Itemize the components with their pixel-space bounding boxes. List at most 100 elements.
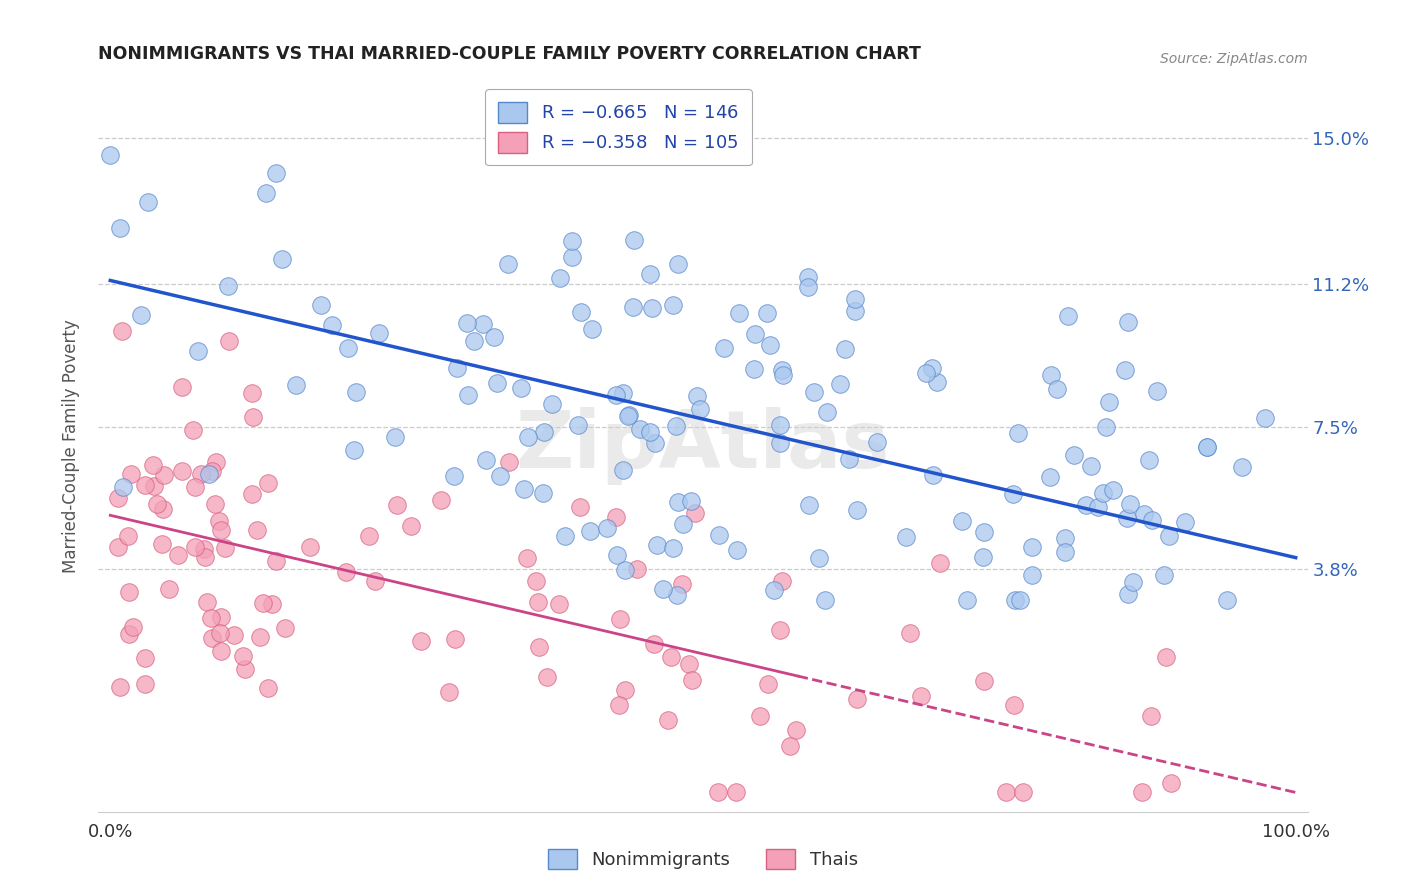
Point (1130, 785, 1153, 799)
Point (456, 317, 478, 331)
Point (815, 405, 838, 419)
Point (457, 388, 479, 402)
Point (254, 186, 277, 200)
Point (772, 362, 794, 376)
Point (838, 451, 860, 466)
Point (541, 396, 564, 410)
Point (744, 326, 766, 341)
Point (260, 597, 283, 611)
Point (1074, 498, 1097, 512)
Point (1146, 384, 1168, 398)
Point (209, 644, 232, 658)
Point (1140, 513, 1163, 527)
Point (111, 324, 134, 338)
Legend: Nonimmigrants, Thais: Nonimmigrants, Thais (538, 839, 868, 879)
Point (533, 425, 555, 440)
Point (973, 524, 995, 539)
Point (524, 574, 547, 588)
Point (554, 529, 576, 543)
Point (638, 425, 661, 440)
Point (122, 620, 145, 634)
Legend: R = $-$0.665   N = 146, R = $-$0.358   N = 105: R = $-$0.665 N = 146, R = $-$0.358 N = 1… (485, 89, 752, 165)
Point (724, 785, 747, 799)
Point (621, 300, 644, 314)
Point (1002, 698, 1025, 712)
Point (785, 723, 807, 737)
Point (643, 637, 665, 651)
Point (264, 554, 287, 568)
Point (742, 362, 765, 376)
Point (756, 306, 779, 320)
Point (713, 341, 735, 355)
Point (609, 612, 631, 626)
Point (198, 467, 221, 481)
Point (814, 593, 837, 607)
Point (1056, 309, 1078, 323)
Point (321, 318, 343, 333)
Point (994, 785, 1017, 799)
Point (195, 595, 218, 609)
Point (973, 673, 995, 688)
Point (157, 582, 180, 596)
Point (1154, 649, 1177, 664)
Point (446, 360, 468, 375)
Point (561, 235, 583, 249)
Point (471, 318, 494, 332)
Point (607, 698, 630, 712)
Point (274, 621, 297, 635)
Point (256, 681, 278, 695)
Point (399, 518, 422, 533)
Point (1137, 452, 1160, 467)
Point (1216, 593, 1239, 607)
Point (1153, 568, 1175, 582)
Point (485, 376, 508, 390)
Point (224, 628, 246, 642)
Y-axis label: Married-Couple Family Poverty: Married-Couple Family Poverty (62, 319, 80, 573)
Point (218, 334, 240, 348)
Point (201, 464, 224, 478)
Point (193, 542, 215, 557)
Point (1160, 776, 1182, 790)
Point (142, 479, 165, 493)
Point (707, 785, 730, 799)
Point (364, 574, 387, 588)
Point (107, 491, 129, 506)
Point (1002, 486, 1025, 500)
Point (201, 632, 224, 646)
Point (118, 585, 141, 599)
Text: NONIMMIGRANTS VS THAI MARRIED-COUPLE FAMILY POVERTY CORRELATION CHART: NONIMMIGRANTS VS THAI MARRIED-COUPLE FAM… (98, 45, 921, 63)
Point (488, 468, 510, 483)
Point (1087, 500, 1109, 515)
Point (807, 550, 830, 565)
Point (129, 309, 152, 323)
Point (1116, 587, 1139, 601)
Point (1004, 593, 1026, 607)
Point (117, 529, 139, 543)
Point (779, 739, 801, 754)
Point (678, 657, 700, 671)
Point (204, 455, 226, 469)
Point (644, 436, 666, 450)
Point (1230, 460, 1253, 475)
Point (200, 611, 222, 625)
Text: Source: ZipAtlas.com: Source: ZipAtlas.com (1160, 52, 1308, 66)
Point (844, 303, 866, 318)
Point (568, 500, 591, 515)
Point (172, 380, 194, 394)
Point (498, 257, 520, 271)
Point (214, 541, 236, 555)
Point (209, 626, 232, 640)
Point (516, 430, 538, 444)
Point (803, 385, 825, 400)
Point (344, 384, 367, 399)
Point (955, 593, 977, 607)
Point (1195, 440, 1218, 454)
Point (233, 662, 256, 676)
Point (108, 681, 131, 695)
Point (1114, 363, 1136, 377)
Point (972, 549, 994, 564)
Point (187, 343, 209, 358)
Point (443, 468, 465, 483)
Point (1118, 498, 1140, 512)
Point (142, 458, 165, 472)
